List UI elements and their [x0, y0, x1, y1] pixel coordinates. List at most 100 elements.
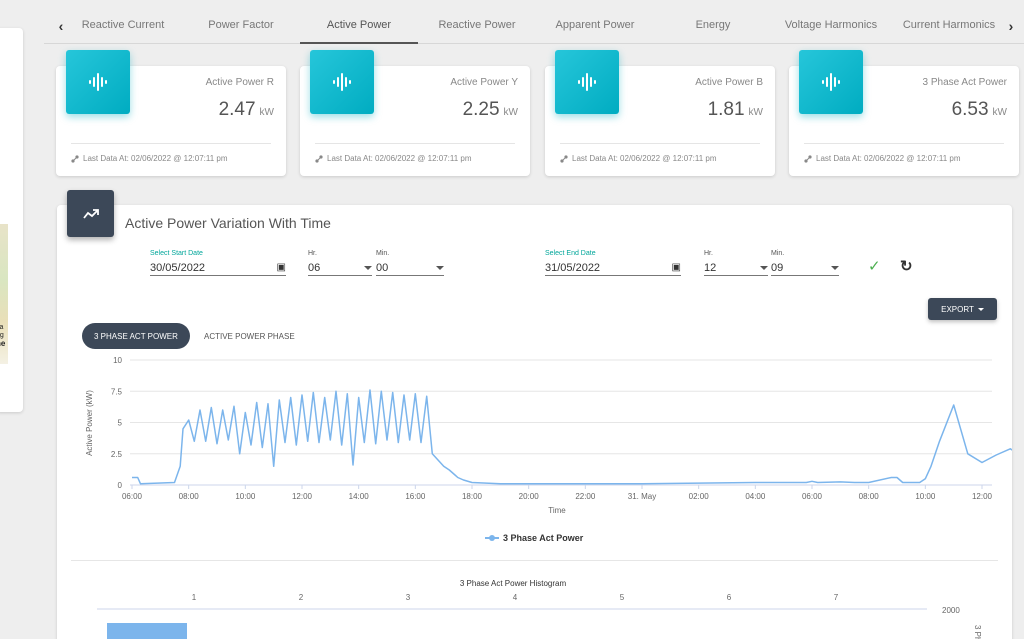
waveform-icon [310, 50, 374, 114]
tab-reactive-current[interactable]: Reactive Current [81, 19, 165, 31]
histogram-x-tick-label: 3 [406, 593, 411, 602]
histogram-title: 3 Phase Act Power Histogram [460, 579, 567, 588]
x-tick-label: 16:00 [405, 492, 426, 501]
start-date-label: Select Start Date [150, 250, 203, 257]
start-hour-select[interactable]: Hr. 06 [308, 250, 372, 276]
histogram-x-tick-label: 5 [620, 593, 625, 602]
tab-active-power-phase[interactable]: ACTIVE POWER PHASE [204, 331, 295, 341]
legend-marker [489, 535, 495, 541]
trend-icon [67, 190, 114, 237]
network-icon [804, 154, 812, 163]
x-tick-label: 02:00 [689, 492, 710, 501]
start-hour-label: Hr. [308, 250, 317, 257]
start-minute-label: Min. [376, 250, 390, 257]
card-divider [804, 143, 1004, 144]
card-divider [560, 143, 760, 144]
x-axis-title: Time [548, 506, 566, 515]
tab-power-factor[interactable]: Power Factor [208, 19, 274, 31]
section-divider [71, 560, 998, 561]
tab-active-power[interactable]: Active Power [300, 8, 418, 44]
waveform-icon [66, 50, 130, 114]
panel-title: Active Power Variation With Time [125, 215, 331, 231]
card-value: 2.47 kW [219, 99, 274, 121]
card-value-unit: kW [259, 107, 274, 118]
end-date-value: 31/05/2022 [545, 261, 601, 274]
tab-3-phase-act-power[interactable]: 3 PHASE ACT POWER [82, 323, 190, 349]
x-tick-label: 06:00 [122, 492, 143, 501]
card-title: 3 Phase Act Power [922, 77, 1008, 88]
card-title: Active Power B [695, 77, 763, 88]
chevron-down-icon [364, 265, 372, 270]
card-title: Active Power Y [450, 77, 518, 88]
y-tick-label: 10 [113, 356, 122, 365]
x-tick-label: 18:00 [462, 492, 483, 501]
x-tick-label: 06:00 [802, 492, 823, 501]
card-value-number: 6.53 [951, 99, 989, 120]
histogram-x-tick-label: 4 [513, 593, 518, 602]
map-label-2: ng [0, 332, 4, 339]
legend-label: 3 Phase Act Power [503, 533, 584, 543]
waveform-icon [799, 50, 863, 114]
card-value-number: 2.25 [462, 99, 500, 120]
chevron-down-icon [977, 307, 984, 311]
tab-scroll-right-icon[interactable]: › [998, 8, 1024, 43]
chevron-down-icon [436, 265, 444, 270]
network-icon [560, 154, 568, 163]
apply-check-icon[interactable]: ✓ [868, 258, 881, 275]
card-footer: Last Data At: 02/06/2022 @ 12:07:11 pm [71, 154, 228, 163]
card-footer: Last Data At: 02/06/2022 @ 12:07:11 pm [804, 154, 961, 163]
y-tick-label: 7.5 [111, 387, 123, 396]
parameter-tabs: Reactive Current Power Factor Active Pow… [64, 8, 1004, 44]
card-last-data: Last Data At: 02/06/2022 @ 12:07:11 pm [572, 154, 717, 163]
end-minute-value: 09 [771, 261, 784, 274]
active-power-chart-panel: Active Power Variation With Time Select … [57, 190, 1012, 639]
card-last-data: Last Data At: 02/06/2022 @ 12:07:11 pm [816, 154, 961, 163]
card-value-unit: kW [748, 107, 763, 118]
network-icon [71, 154, 79, 163]
map-labels: ka ng ne [0, 324, 5, 348]
card-value: 2.25 kW [463, 99, 518, 121]
end-minute-select[interactable]: Min. 09 [771, 250, 839, 276]
card-value-unit: kW [503, 107, 518, 118]
card-title: Active Power R [205, 77, 274, 88]
start-date-value: 30/05/2022 [150, 261, 206, 274]
tab-energy[interactable]: Energy [695, 19, 731, 31]
x-tick-label: 14:00 [349, 492, 370, 501]
refresh-icon[interactable]: ↻ [900, 258, 913, 275]
x-tick-label: 12:00 [972, 492, 993, 501]
histogram-bar [107, 623, 187, 639]
export-button[interactable]: EXPORT [928, 298, 997, 320]
active-power-line-chart: 0 2.5 5 7.5 10 06:00 08:00 10:00 12:00 14:00 16:00… [85, 356, 1012, 639]
map-label-1: ka [0, 324, 4, 331]
end-date-field[interactable]: Select End Date 31/05/2022 ▣ [545, 250, 681, 276]
tab-apparent-power[interactable]: Apparent Power [555, 19, 635, 31]
x-tick-label: 10:00 [915, 492, 936, 501]
tab-voltage-harmonics[interactable]: Voltage Harmonics [784, 19, 878, 31]
card-footer: Last Data At: 02/06/2022 @ 12:07:11 pm [560, 154, 717, 163]
histogram-x-tick-label: 6 [727, 593, 732, 602]
chevron-down-icon [831, 265, 839, 270]
card-active-power-y: Active Power Y 2.25 kW Last Data At: 02/0… [300, 50, 530, 176]
start-minute-select[interactable]: Min. 00 [376, 250, 444, 276]
tab-scroll-left-icon[interactable]: ‹ [48, 8, 74, 43]
histogram-y-axis-title: 3 Ph [973, 625, 982, 639]
left-map-panel: ka ng ne [0, 28, 23, 412]
card-value-number: 1.81 [707, 99, 745, 120]
card-value-number: 2.47 [218, 99, 256, 120]
x-tick-label: 20:00 [519, 492, 540, 501]
end-hour-select[interactable]: Hr. 12 [704, 250, 768, 276]
card-divider [315, 143, 515, 144]
calendar-icon[interactable]: ▣ [671, 262, 681, 273]
waveform-icon [555, 50, 619, 114]
tab-reactive-power[interactable]: Reactive Power [438, 19, 516, 31]
start-date-field[interactable]: Select Start Date 30/05/2022 ▣ [150, 250, 286, 276]
tab-current-harmonics[interactable]: Current Harmonics [902, 19, 996, 31]
parameter-tabbar: ‹ Reactive Current Power Factor Active P… [44, 8, 1024, 44]
histogram-x-tick-label: 1 [192, 593, 197, 602]
end-hour-label: Hr. [704, 250, 713, 257]
y-tick-label: 2.5 [111, 450, 123, 459]
calendar-icon[interactable]: ▣ [276, 262, 286, 273]
chevron-down-icon [760, 265, 768, 270]
x-tick-label: 22:00 [575, 492, 596, 501]
x-tick-label: 12:00 [292, 492, 313, 501]
